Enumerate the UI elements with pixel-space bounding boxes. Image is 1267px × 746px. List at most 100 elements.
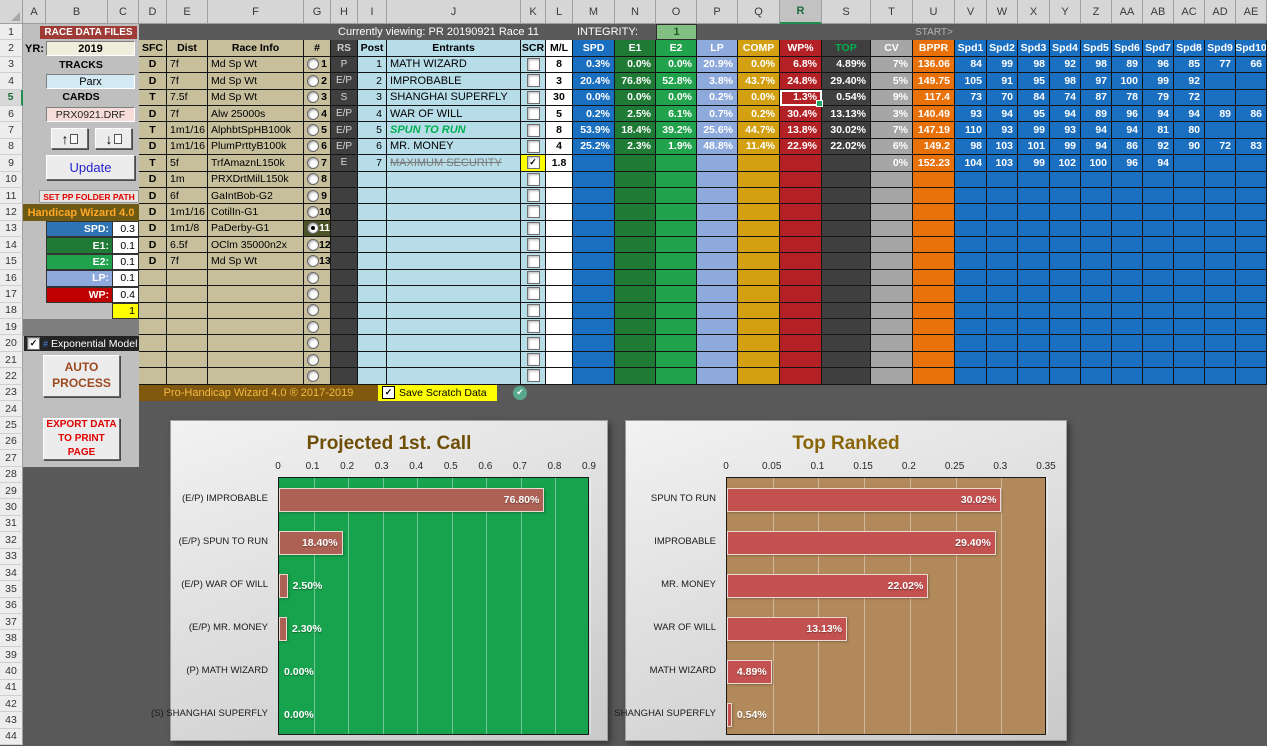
cell-scr[interactable]: [521, 204, 546, 221]
scr-checkbox[interactable]: [526, 369, 540, 383]
row-header-16[interactable]: 16: [0, 269, 23, 287]
cell-spd2[interactable]: [987, 286, 1018, 303]
weight-value-wp[interactable]: 0.4: [112, 286, 139, 303]
cell-ml[interactable]: [546, 171, 573, 188]
cell-race-info[interactable]: Md Sp Wt: [208, 56, 304, 74]
col-header-Post[interactable]: Post: [358, 40, 387, 57]
cell-spd8[interactable]: [1174, 155, 1205, 172]
cell-spd2[interactable]: [987, 269, 1018, 287]
cell-spd4[interactable]: [1050, 253, 1081, 270]
cell-ml[interactable]: 4: [546, 138, 573, 156]
cell-scr[interactable]: [521, 122, 546, 139]
cell-wp[interactable]: [780, 319, 822, 336]
row-header-4[interactable]: 4: [0, 73, 23, 90]
cell-e2[interactable]: [656, 368, 697, 385]
cell-spd10[interactable]: [1236, 237, 1267, 254]
cell-sfc[interactable]: [139, 335, 167, 352]
cell-rs[interactable]: [331, 286, 358, 303]
column-header-AC[interactable]: AC: [1174, 0, 1205, 24]
cell-e2[interactable]: [656, 204, 697, 221]
cell-bppr[interactable]: 140.49: [913, 105, 955, 123]
cell-lp[interactable]: [697, 351, 738, 369]
cell-comp[interactable]: [738, 335, 780, 352]
cell-spd4[interactable]: [1050, 335, 1081, 352]
race-select-cell[interactable]: 13: [304, 253, 331, 270]
cell-scr[interactable]: [521, 351, 546, 369]
cell-entrant-name[interactable]: [387, 302, 521, 320]
cell-spd8[interactable]: [1174, 351, 1205, 369]
cell-spd8[interactable]: [1174, 319, 1205, 336]
cell-scr[interactable]: [521, 187, 546, 205]
race-select-cell[interactable]: [304, 302, 331, 320]
cell-spd9[interactable]: [1205, 237, 1236, 254]
column-header-J[interactable]: J: [387, 0, 521, 24]
cell-comp[interactable]: [738, 269, 780, 287]
cell-sfc[interactable]: [139, 351, 167, 369]
row-header-29[interactable]: 29: [0, 482, 23, 500]
column-header-M[interactable]: M: [573, 0, 615, 24]
cell-ml[interactable]: [546, 351, 573, 369]
cell-spd5[interactable]: [1081, 204, 1112, 221]
cell-spd10[interactable]: [1236, 319, 1267, 336]
cell-spd6[interactable]: [1112, 237, 1143, 254]
cell-spd3[interactable]: [1018, 204, 1050, 221]
cell-spd1[interactable]: 104: [955, 155, 987, 172]
cell-spd10[interactable]: [1236, 253, 1267, 270]
cell-comp[interactable]: [738, 253, 780, 270]
cell-spd3[interactable]: 84: [1018, 89, 1050, 106]
cell-spd10[interactable]: [1236, 89, 1267, 106]
cell-e2[interactable]: [656, 220, 697, 238]
cell-spd7[interactable]: 94: [1143, 155, 1174, 172]
column-header-F[interactable]: F: [208, 0, 304, 24]
col-header-Spd5[interactable]: Spd5: [1081, 40, 1112, 57]
cell-lp[interactable]: [697, 171, 738, 188]
cell-spd4[interactable]: 74: [1050, 89, 1081, 106]
cell-top[interactable]: [822, 319, 871, 336]
cell-ml[interactable]: 8: [546, 122, 573, 139]
cell-comp[interactable]: [738, 220, 780, 238]
cell-spd5[interactable]: 87: [1081, 89, 1112, 106]
cell-scr[interactable]: [521, 335, 546, 352]
auto-process-button[interactable]: AUTO PROCESS: [43, 355, 120, 397]
race-select-cell[interactable]: 2: [304, 73, 331, 90]
cell-e1[interactable]: [615, 187, 656, 205]
race-radio-12[interactable]: [307, 238, 319, 251]
cell-spd3[interactable]: 95: [1018, 73, 1050, 90]
cell-ml[interactable]: [546, 220, 573, 238]
cell-spd[interactable]: [573, 171, 615, 188]
cell-spd10[interactable]: 83: [1236, 138, 1267, 156]
cell-spd5[interactable]: 94: [1081, 122, 1112, 139]
cell-post[interactable]: [358, 253, 387, 270]
cell-top[interactable]: [822, 286, 871, 303]
cell-entrant-name[interactable]: [387, 220, 521, 238]
cell-spd4[interactable]: [1050, 351, 1081, 369]
cell-sfc[interactable]: [139, 368, 167, 385]
cell-spd2[interactable]: [987, 171, 1018, 188]
cell-spd3[interactable]: [1018, 220, 1050, 238]
cell-wp[interactable]: [780, 237, 822, 254]
cell-spd1[interactable]: [955, 253, 987, 270]
cell-e1[interactable]: 76.8%: [615, 73, 656, 90]
cell-spd10[interactable]: [1236, 204, 1267, 221]
cell-lp[interactable]: 25.6%: [697, 122, 738, 139]
race-radio-blank-18[interactable]: [307, 337, 319, 350]
cell-post[interactable]: [358, 319, 387, 336]
cell-lp[interactable]: [697, 220, 738, 238]
cell-e1[interactable]: [615, 368, 656, 385]
cell-scr[interactable]: [521, 319, 546, 336]
cell-e2[interactable]: [656, 269, 697, 287]
cell-post[interactable]: [358, 335, 387, 352]
cell-race-info[interactable]: [208, 269, 304, 287]
cell-spd5[interactable]: [1081, 269, 1112, 287]
cell-cv[interactable]: 7%: [871, 56, 913, 74]
scr-checkbox[interactable]: [526, 205, 540, 219]
cell-e2[interactable]: [656, 319, 697, 336]
race-radio-1[interactable]: [307, 58, 319, 71]
col-header-SCR[interactable]: SCR: [521, 40, 546, 57]
cell-wp[interactable]: [780, 220, 822, 238]
cell-e1[interactable]: 0.0%: [615, 56, 656, 74]
race-radio-4[interactable]: [307, 107, 319, 120]
cell-cv[interactable]: [871, 335, 913, 352]
cell-spd10[interactable]: [1236, 155, 1267, 172]
row-header-8[interactable]: 8: [0, 138, 23, 156]
